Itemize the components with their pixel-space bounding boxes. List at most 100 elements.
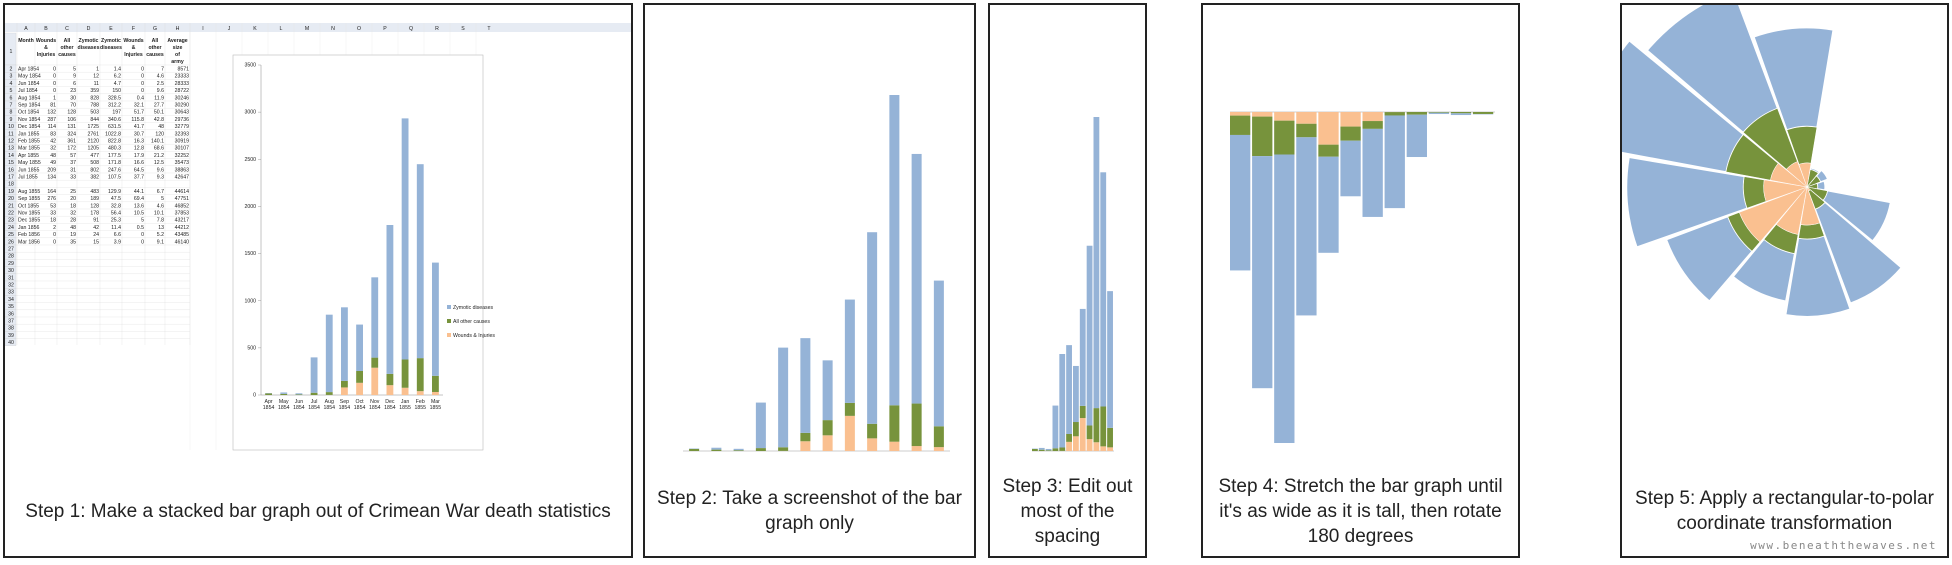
row-number: 14 [8, 153, 14, 159]
data-cell: 42 [50, 139, 56, 145]
data-cell: 11.9 [154, 95, 164, 101]
bar-graph-screenshot [683, 95, 950, 452]
x-tick-label: 1854 [384, 405, 396, 411]
bar-other-segment [416, 358, 424, 392]
wedge-other [1806, 186, 1828, 201]
data-cell: 2.5 [157, 81, 164, 87]
data-cell: 33 [70, 175, 76, 181]
bar-zymotic-segment [1450, 113, 1472, 116]
bar-zymotic-segment [867, 232, 878, 424]
data-cell: 0 [141, 67, 144, 73]
row-number: 32 [8, 283, 14, 289]
data-cell: Jul 1855 [18, 175, 38, 181]
data-cell: 30643 [175, 110, 190, 116]
data-cell: 13 [158, 225, 164, 231]
panel-step-5: Step 5: Apply a rectangular-to-polar coo… [1620, 3, 1949, 558]
data-cell: 134 [47, 175, 56, 181]
bar-zymotic-segment [1252, 156, 1273, 389]
panel-step-1: A B C D E F G H I J K L M N O P Q R S T Month Wounds & Injuries… [3, 3, 633, 558]
data-cell: 822.8 [108, 139, 121, 145]
bar-zymotic-segment [1093, 117, 1100, 409]
data-cell: 5 [73, 67, 76, 73]
caption-step-1: Step 1: Make a stacked bar graph out of … [25, 500, 611, 522]
row-number: 17 [8, 175, 14, 181]
row-number: 25 [8, 232, 14, 238]
data-cell: 30290 [175, 103, 190, 109]
data-cell: 0 [141, 232, 144, 238]
wedge-wounds [1776, 186, 1808, 235]
bar-other-segment [310, 392, 318, 395]
row-number: 30 [8, 268, 14, 274]
data-cell: Jun 1855 [18, 167, 39, 173]
caption-step-4: Step 4: Stretch the bar graph until it's… [1218, 475, 1503, 547]
x-tick-label: 1854 [339, 405, 351, 411]
header-cell: Zymotic [101, 38, 121, 44]
bar-wounds-segment [432, 391, 439, 395]
data-cell: 3.9 [114, 239, 121, 245]
data-cell: Aug 1855 [18, 189, 40, 195]
wedge-wounds [1800, 186, 1820, 226]
bar-wounds-segment [867, 438, 878, 451]
row-number-cell [5, 338, 17, 346]
row-number: 18 [8, 182, 14, 188]
wedge-other [1798, 222, 1825, 240]
data-cell: 150 [112, 88, 121, 94]
data-cell: 9 [73, 74, 76, 80]
x-tick-label: Apr [265, 399, 273, 405]
bar-other-segment [755, 448, 766, 451]
bar-wounds-segment [1230, 112, 1251, 116]
column-letter: L [280, 26, 283, 32]
x-tick-label: Jun [295, 399, 303, 405]
compressed-bar-graph [1032, 117, 1114, 452]
data-cell: 209 [47, 167, 56, 173]
bar-wounds-segment [1252, 112, 1273, 117]
data-cell: 37 [70, 160, 76, 166]
data-cell: Jul 1854 [18, 88, 38, 94]
data-cell: 91 [93, 218, 99, 224]
data-cell: Nov 1855 [18, 211, 40, 217]
data-cell: 503 [90, 110, 99, 116]
bar-zymotic-segment [733, 448, 744, 451]
data-cell: 1 [96, 67, 99, 73]
y-tick-label: 3000 [244, 110, 256, 116]
data-cell: 64.5 [134, 167, 144, 173]
bar-wounds-segment [1274, 112, 1295, 121]
bar-other-segment [356, 371, 363, 383]
data-cell: 5 [141, 218, 144, 224]
column-letter: F [132, 26, 135, 32]
bar-other-segment [341, 380, 348, 388]
column-letter: J [228, 26, 231, 32]
bar-zymotic-segment [911, 153, 922, 404]
bar-wounds-segment [1318, 112, 1339, 145]
panel-step-2: Step 2: Take a screenshot of the bar gra… [643, 3, 976, 558]
bar-zymotic-segment [341, 307, 348, 381]
data-cell: 287 [47, 117, 56, 123]
data-cell: 0.4 [137, 95, 144, 101]
data-cell: 1022.8 [105, 131, 121, 137]
bar-zymotic-segment [1406, 114, 1427, 158]
column-letter: A [24, 26, 28, 32]
data-cell: 44614 [175, 189, 190, 195]
caption-step-3: Step 3: Edit out most of the spacing [1002, 475, 1133, 547]
row-number: 33 [8, 290, 14, 296]
data-cell: 6 [73, 81, 76, 87]
data-cell: 23 [70, 88, 76, 94]
bar-wounds-segment [416, 391, 424, 395]
credit-text: www.beneaththewaves.net [1750, 539, 1937, 552]
bar-zymotic-segment [1296, 137, 1317, 316]
data-cell: Sep 1855 [18, 196, 40, 202]
bar-other-segment [386, 373, 394, 386]
data-cell: 2120 [87, 139, 99, 145]
data-cell: 32252 [175, 153, 190, 159]
bar-wounds-segment [386, 385, 394, 395]
bar-zymotic-segment [755, 402, 766, 449]
data-cell: 2761 [87, 131, 99, 137]
data-cell: Dec 1854 [18, 124, 40, 130]
data-cell: Feb 1856 [18, 232, 40, 238]
data-cell: Apr 1854 [18, 67, 39, 73]
row-number: 37 [8, 319, 14, 325]
data-cell: 23333 [175, 74, 190, 80]
bar-other-segment [689, 448, 700, 451]
data-cell: Jan 1855 [18, 131, 39, 137]
bar-zymotic-segment [280, 392, 288, 394]
